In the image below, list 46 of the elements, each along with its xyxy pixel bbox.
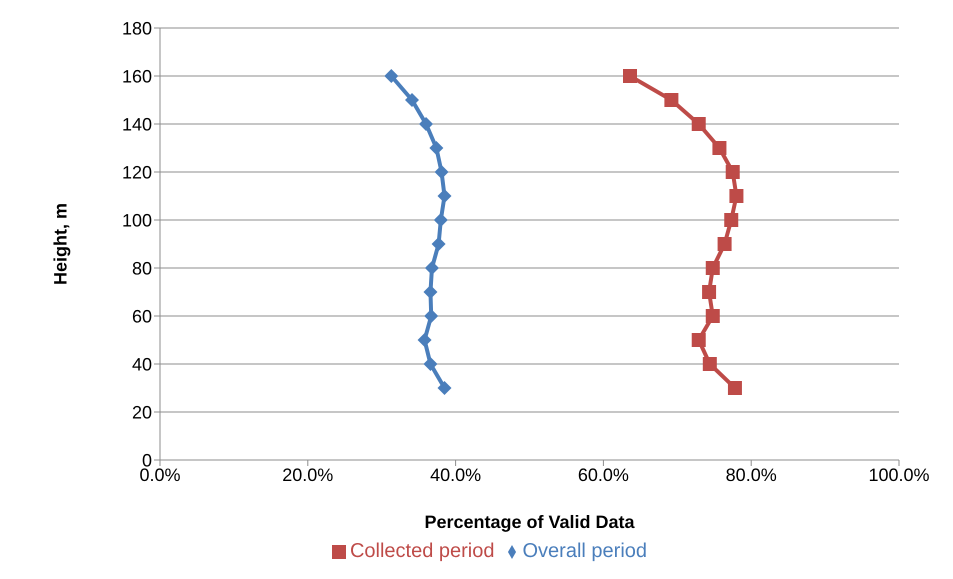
y-tick-label: 80 (132, 258, 152, 278)
x-tick-label: 100.0% (868, 464, 930, 485)
point (434, 213, 448, 227)
point (702, 285, 716, 299)
y-tick-label: 40 (132, 354, 152, 374)
point (419, 117, 434, 131)
point (424, 309, 438, 323)
x-axis-title: Percentage of Valid Data (424, 512, 636, 532)
point (712, 141, 726, 155)
point (664, 93, 678, 107)
point (718, 237, 732, 251)
x-tick-label: 20.0% (282, 464, 334, 485)
point (724, 213, 738, 227)
point (726, 165, 740, 179)
point (384, 69, 398, 83)
point (706, 309, 720, 323)
point (623, 69, 638, 83)
y-tick-label: 180 (122, 18, 152, 38)
x-tick-label: 60.0% (578, 464, 629, 485)
point (423, 357, 438, 371)
y-tick-label: 120 (122, 162, 152, 182)
point (692, 117, 706, 131)
legend-label: Collected period (350, 540, 494, 562)
point (702, 357, 717, 371)
point (438, 381, 452, 395)
point (405, 93, 419, 107)
point (423, 285, 438, 299)
point (424, 261, 439, 275)
y-tick-label: 140 (122, 114, 152, 134)
point (438, 189, 452, 203)
y-tick-label: 160 (122, 66, 152, 86)
point (706, 261, 720, 275)
x-tick-label: 80.0% (726, 464, 777, 485)
y-tick-label: 20 (132, 402, 152, 422)
point (429, 141, 444, 155)
legend-label: Overall period (522, 540, 648, 562)
point (434, 165, 449, 179)
point (729, 189, 744, 203)
point (418, 333, 432, 347)
point (432, 237, 446, 251)
point (728, 381, 742, 395)
x-tick-label: 40.0% (430, 464, 482, 485)
y-tick-label: 60 (132, 306, 152, 326)
y-axis-title: Height, m (50, 202, 70, 286)
y-tick-label: 100 (122, 210, 152, 230)
point (692, 333, 706, 347)
